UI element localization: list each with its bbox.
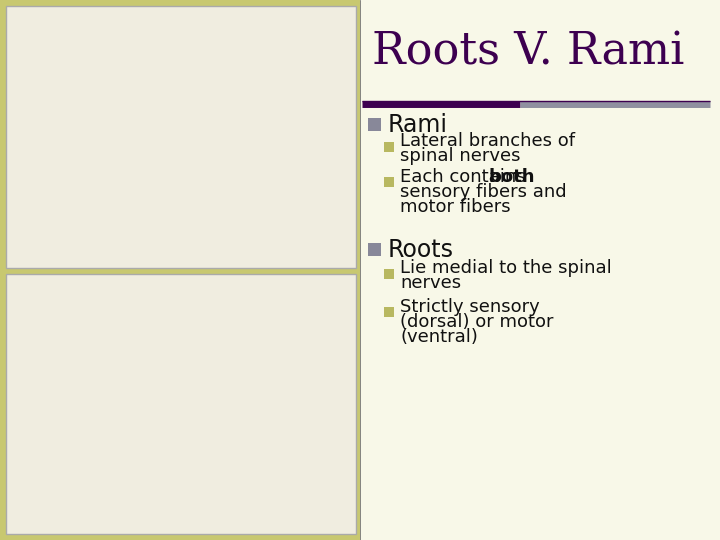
Text: sensory fibers and: sensory fibers and bbox=[400, 183, 567, 201]
Text: Strictly sensory: Strictly sensory bbox=[400, 298, 540, 316]
Bar bbox=[384, 269, 394, 279]
Text: Lateral branches of: Lateral branches of bbox=[400, 132, 575, 150]
Bar bbox=[6, 274, 356, 534]
Text: Rami: Rami bbox=[388, 113, 448, 137]
Text: both: both bbox=[488, 168, 534, 186]
Text: Roots V. Rami: Roots V. Rami bbox=[372, 30, 685, 73]
Bar bbox=[368, 243, 381, 256]
Text: nerves: nerves bbox=[400, 274, 461, 292]
Text: spinal nerves: spinal nerves bbox=[400, 147, 521, 165]
Bar bbox=[384, 307, 394, 317]
Text: Lie medial to the spinal: Lie medial to the spinal bbox=[400, 259, 612, 277]
Bar bbox=[384, 177, 394, 187]
Text: (ventral): (ventral) bbox=[400, 328, 478, 346]
Bar bbox=[360, 0, 720, 540]
Bar bbox=[6, 6, 356, 268]
Text: (dorsal) or motor: (dorsal) or motor bbox=[400, 313, 554, 331]
Text: motor fibers: motor fibers bbox=[400, 198, 510, 216]
Text: Roots: Roots bbox=[388, 238, 454, 262]
Bar bbox=[0, 0, 360, 540]
Bar bbox=[384, 142, 394, 152]
Text: Each contains: Each contains bbox=[400, 168, 531, 186]
Bar bbox=[368, 118, 381, 131]
